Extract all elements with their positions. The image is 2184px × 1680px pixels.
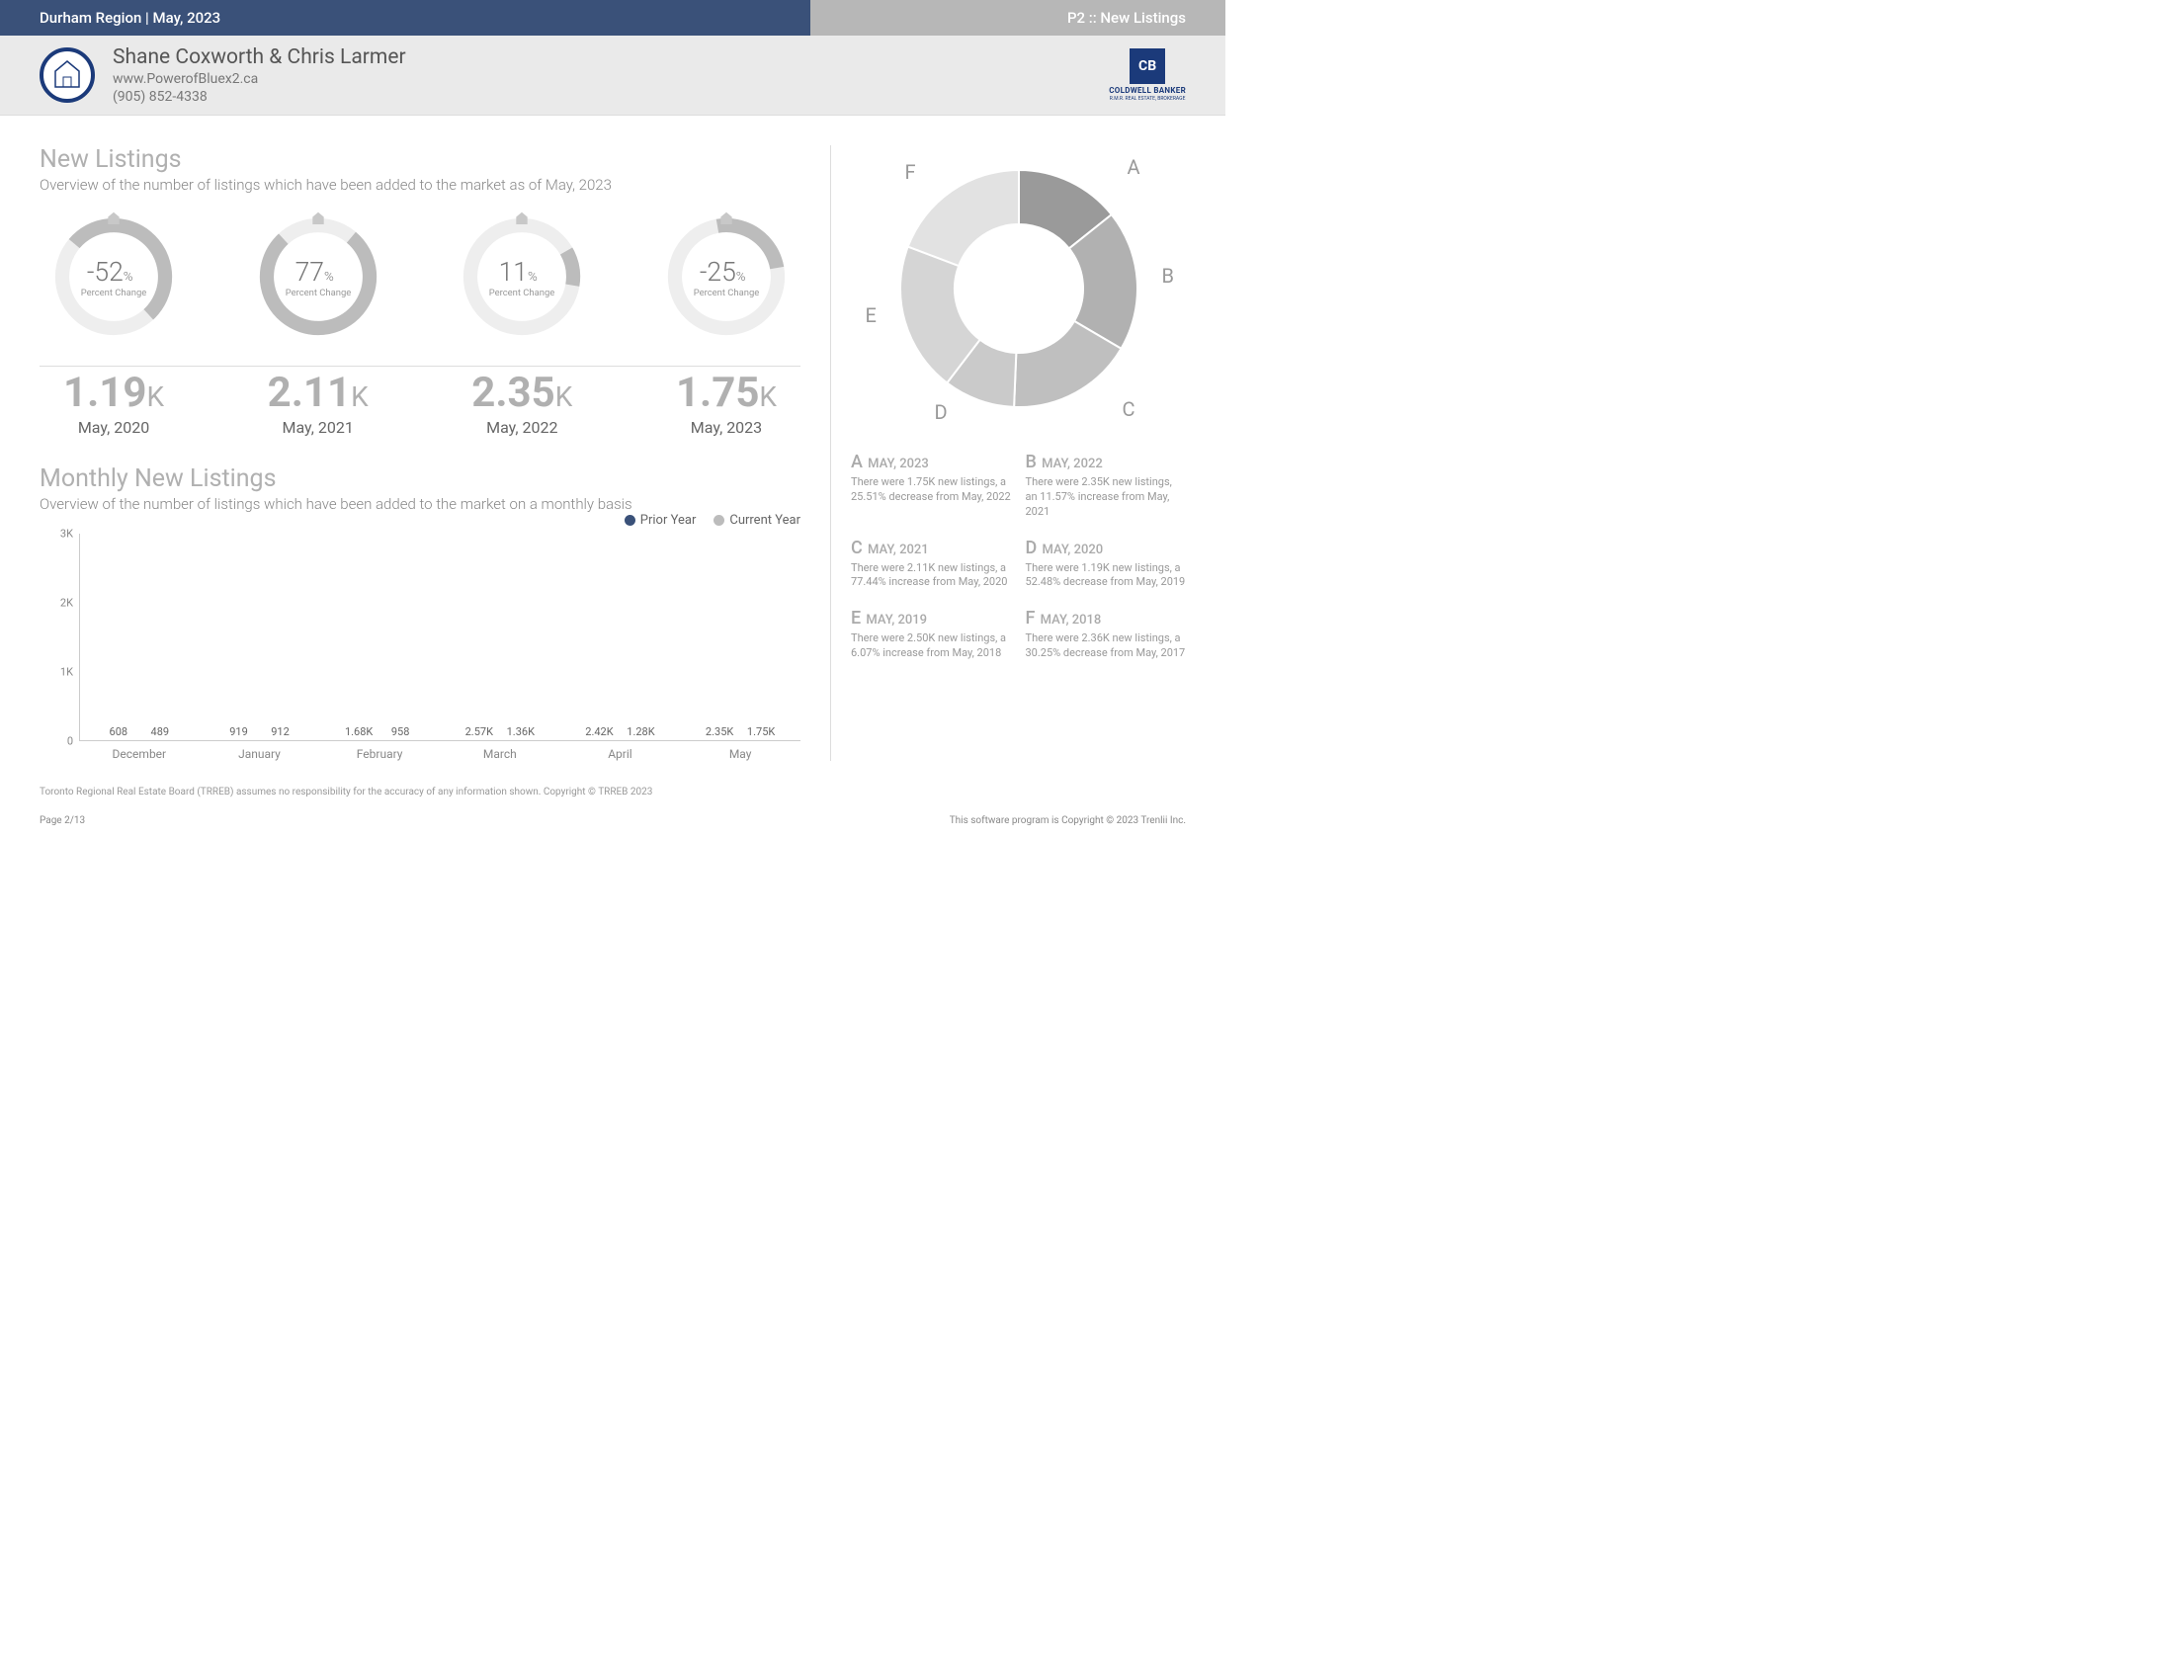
legend-head: E MAY, 2019 xyxy=(851,608,1012,629)
bar-legend: Prior Year Current Year xyxy=(40,513,800,528)
x-label: December xyxy=(95,747,184,761)
cb-sub: R.M.R. REAL ESTATE, BROKERAGE xyxy=(1109,96,1186,102)
x-label: March xyxy=(456,747,545,761)
section-subtitle: Overview of the number of listings which… xyxy=(40,176,800,194)
donut-label: E xyxy=(866,303,877,327)
brand-bar: Shane Coxworth & Chris Larmer www.Powero… xyxy=(0,36,1225,116)
donut-label: A xyxy=(1128,155,1140,179)
total-value: 2.11K xyxy=(244,373,392,414)
legend-head: F MAY, 2018 xyxy=(1026,608,1187,629)
gauge: 77% Percent Change xyxy=(244,208,392,350)
svg-text:Percent Change: Percent Change xyxy=(694,288,760,298)
total-value: 2.35K xyxy=(448,373,596,414)
total-stat: 2.11K May, 2021 xyxy=(244,373,392,437)
legend-item: D MAY, 2020 There were 1.19K new listing… xyxy=(1026,538,1187,591)
agent-info: Shane Coxworth & Chris Larmer www.Powero… xyxy=(113,45,406,105)
section-title: New Listings xyxy=(40,145,800,174)
svg-text:77%: 77% xyxy=(294,257,333,288)
monthly-section: Monthly New Listings Overview of the num… xyxy=(40,464,800,761)
total-stat: 2.35K May, 2022 xyxy=(448,373,596,437)
x-label: January xyxy=(214,747,303,761)
legend-head: B MAY, 2022 xyxy=(1026,452,1187,472)
legend-text: There were 2.35K new listings, an 11.57%… xyxy=(1026,475,1187,520)
total-stat: 1.75K May, 2023 xyxy=(652,373,800,437)
legend-text: There were 2.50K new listings, a 6.07% i… xyxy=(851,631,1012,661)
x-label: April xyxy=(575,747,664,761)
donut-chart: ABCDEF xyxy=(876,145,1162,432)
svg-text:-25%: -25% xyxy=(700,257,746,288)
gauge: -25% Percent Change xyxy=(652,208,800,350)
legend-item: A MAY, 2023 There were 1.75K new listing… xyxy=(851,452,1012,520)
legend-text: There were 2.36K new listings, a 30.25% … xyxy=(1026,631,1187,661)
software-copyright: This software program is Copyright © 202… xyxy=(950,815,1186,826)
legend-item: C MAY, 2021 There were 2.11K new listing… xyxy=(851,538,1012,591)
gauge: 11% Percent Change xyxy=(448,208,596,350)
x-label: February xyxy=(335,747,424,761)
svg-text:-52%: -52% xyxy=(87,257,133,288)
total-date: May, 2022 xyxy=(448,418,596,437)
donut-label: F xyxy=(905,160,916,184)
gauge: -52% Percent Change xyxy=(40,208,188,350)
bar-chart: 3K2K1K0 608 489 919 912 1.68K 958 2.57K … xyxy=(40,534,800,761)
legend-text: There were 1.19K new listings, a 52.48% … xyxy=(1026,561,1187,591)
legend-head: D MAY, 2020 xyxy=(1026,538,1187,558)
agent-names: Shane Coxworth & Chris Larmer xyxy=(113,45,406,69)
donut-label: C xyxy=(1123,397,1135,421)
totals-row: 1.19K May, 2020 2.11K May, 2021 2.35K Ma… xyxy=(40,373,800,437)
donut-label: B xyxy=(1162,264,1174,288)
agent-logo xyxy=(40,47,95,103)
total-value: 1.19K xyxy=(40,373,188,414)
legend-item: B MAY, 2022 There were 2.35K new listing… xyxy=(1026,452,1187,520)
legend-text: There were 1.75K new listings, a 25.51% … xyxy=(851,475,1012,505)
cb-name: COLDWELL BANKER xyxy=(1109,86,1186,95)
monthly-title: Monthly New Listings xyxy=(40,464,800,493)
cb-icon: CB xyxy=(1130,48,1165,84)
legend-head: A MAY, 2023 xyxy=(851,452,1012,472)
topbar-page-title: P2 :: New Listings xyxy=(810,0,1225,36)
page-number: Page 2/13 xyxy=(40,815,85,826)
agent-phone: (905) 852-4338 xyxy=(113,89,406,105)
disclaimer: Toronto Regional Real Estate Board (TRRE… xyxy=(40,787,1186,798)
legend-item: E MAY, 2019 There were 2.50K new listing… xyxy=(851,608,1012,661)
legend-swatch-current xyxy=(714,515,724,526)
total-date: May, 2023 xyxy=(652,418,800,437)
topbar-region: Durham Region | May, 2023 xyxy=(0,0,810,36)
legend-item: F MAY, 2018 There were 2.36K new listing… xyxy=(1026,608,1187,661)
total-stat: 1.19K May, 2020 xyxy=(40,373,188,437)
donut-legend: A MAY, 2023 There were 1.75K new listing… xyxy=(851,452,1186,661)
monthly-subtitle: Overview of the number of listings which… xyxy=(40,495,800,513)
svg-text:Percent Change: Percent Change xyxy=(489,288,555,298)
legend-label-prior: Prior Year xyxy=(640,513,697,528)
legend-text: There were 2.11K new listings, a 77.44% … xyxy=(851,561,1012,591)
total-value: 1.75K xyxy=(652,373,800,414)
svg-text:11%: 11% xyxy=(499,257,538,288)
legend-label-current: Current Year xyxy=(729,513,800,528)
gauge-row: -52% Percent Change 77% Percent Change 1… xyxy=(40,208,800,367)
legend-swatch-prior xyxy=(625,515,635,526)
svg-text:Percent Change: Percent Change xyxy=(285,288,351,298)
svg-text:Percent Change: Percent Change xyxy=(81,288,147,298)
top-bar: Durham Region | May, 2023 P2 :: New List… xyxy=(0,0,1225,36)
total-date: May, 2020 xyxy=(40,418,188,437)
donut-label: D xyxy=(935,400,948,424)
legend-head: C MAY, 2021 xyxy=(851,538,1012,558)
footer: Toronto Regional Real Estate Board (TRRE… xyxy=(0,771,1225,836)
x-label: May xyxy=(696,747,785,761)
total-date: May, 2021 xyxy=(244,418,392,437)
agent-url: www.PowerofBluex2.ca xyxy=(113,71,406,87)
brokerage-logo: CB COLDWELL BANKER R.M.R. REAL ESTATE, B… xyxy=(1109,48,1186,102)
